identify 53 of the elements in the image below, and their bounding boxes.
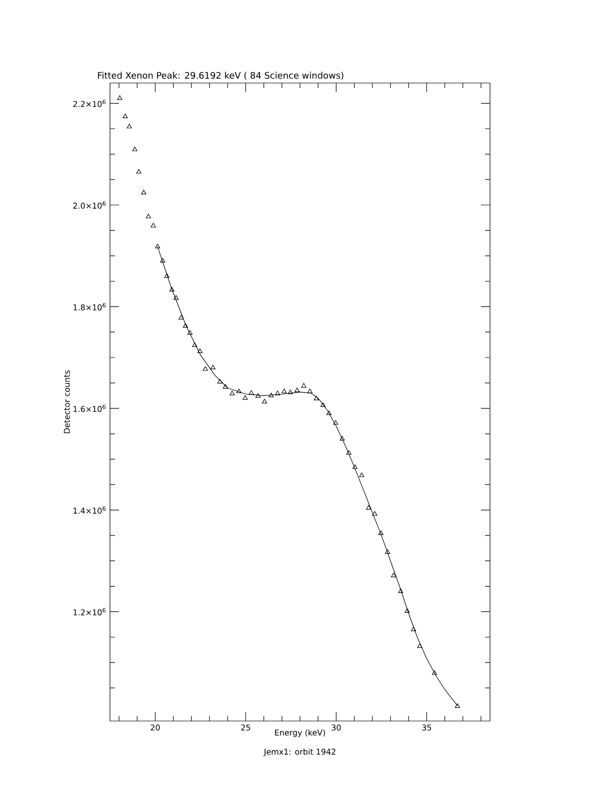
point [288, 390, 293, 394]
point [182, 323, 188, 328]
point [197, 348, 202, 354]
point [391, 572, 396, 578]
point [346, 450, 352, 455]
point [141, 190, 146, 194]
point [146, 214, 151, 218]
point [136, 169, 142, 174]
point [320, 402, 326, 407]
chart-title: Fitted Xenon Peak: 29.6192 keV ( 84 Science windows) [98, 72, 344, 80]
point [169, 287, 174, 292]
point [398, 588, 404, 593]
point [307, 388, 312, 394]
point [282, 388, 287, 394]
point [255, 393, 261, 398]
point [236, 388, 242, 394]
point [160, 258, 166, 263]
point [192, 342, 198, 347]
point [417, 643, 422, 648]
point [164, 273, 170, 278]
point [326, 410, 332, 416]
point [294, 388, 300, 392]
point [217, 379, 222, 384]
point [268, 392, 274, 398]
point [210, 364, 216, 370]
point [314, 396, 319, 400]
point [340, 436, 345, 440]
point [372, 511, 378, 516]
point [262, 398, 268, 404]
point [222, 384, 228, 389]
point [126, 124, 132, 128]
point [410, 626, 416, 632]
point [187, 330, 193, 335]
point [378, 530, 384, 536]
point [359, 472, 364, 478]
point [275, 390, 280, 396]
point [248, 390, 254, 395]
point [178, 314, 184, 320]
point [352, 464, 358, 469]
point [432, 670, 437, 675]
point [122, 114, 128, 118]
point [132, 146, 138, 152]
point [333, 420, 338, 425]
point [150, 222, 156, 228]
point [301, 383, 306, 388]
point [117, 95, 122, 100]
point [202, 366, 208, 371]
point [385, 549, 390, 554]
point [366, 505, 372, 510]
point [404, 608, 410, 613]
point [174, 295, 179, 300]
point [242, 395, 248, 400]
point [230, 390, 235, 396]
